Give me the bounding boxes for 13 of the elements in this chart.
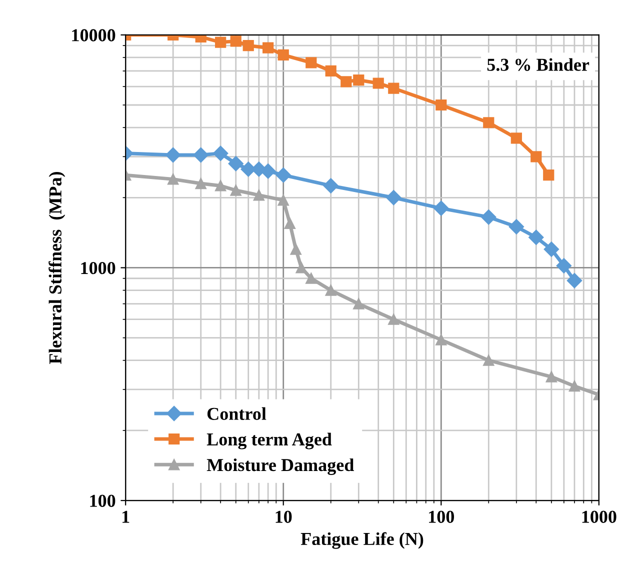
legend-label: Control [207,407,266,420]
x-tick-label: 1 [122,510,130,523]
annotation: 5.3 % Binder [487,58,590,71]
legend-label: Moisture Damaged [206,458,354,475]
y-tick-label: 10000 [72,29,116,42]
y-tick-label: 1000 [81,262,116,274]
x-tick-label: 100 [429,510,454,523]
x-axis-title: Fatigue Life (N) [300,532,424,549]
legend-label: Long term Aged [206,432,332,450]
x-tick-label: 10 [276,510,292,523]
y-tick-label: 100 [90,494,116,507]
x-tick-label: 1000 [582,510,616,523]
y-axis-title: Flexural Stiffness (MPa) [48,172,66,364]
